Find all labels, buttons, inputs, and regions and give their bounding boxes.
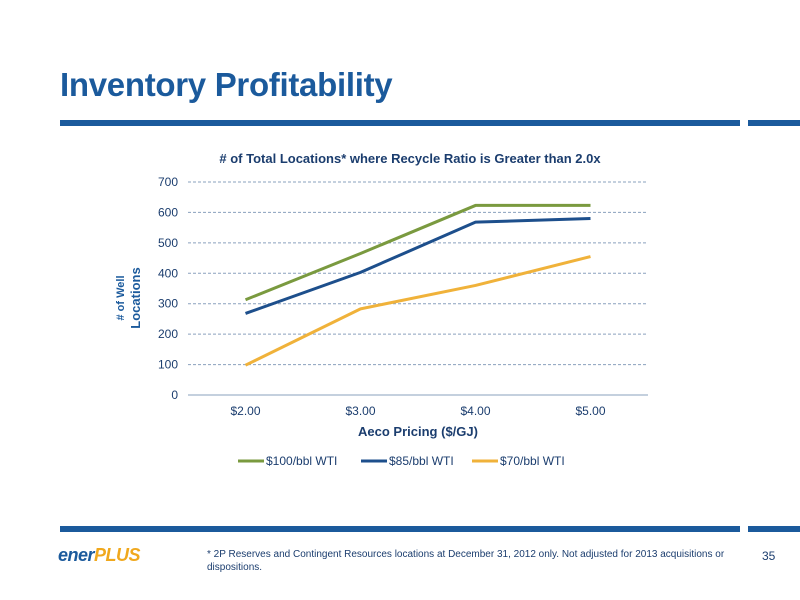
footer-rule-end: [748, 526, 800, 532]
page-number: 35: [762, 549, 776, 563]
legend-label: $85/bbl WTI: [389, 454, 454, 468]
y-tick-label: 600: [158, 205, 178, 219]
enerplus-logo: enerPLUS: [58, 545, 141, 566]
y-tick-label: 0: [171, 388, 178, 402]
y-tick-label: 100: [158, 358, 178, 372]
y-tick-label: 300: [158, 297, 178, 311]
x-tick-label: $2.00: [230, 404, 260, 418]
series-line: [244, 203, 591, 302]
x-tick-label: $5.00: [575, 404, 605, 418]
logo-text-ener: ener: [58, 545, 95, 565]
line-chart: 0 100 200 300 400 500 600 700 $2.00 $3.00 $4.00 $5.…: [115, 175, 648, 468]
y-axis-title-line1: # of Well: [115, 275, 127, 320]
title-rule: [60, 120, 740, 126]
logo-text-plus: PLUS: [94, 545, 141, 565]
chart-title: # of Total Locations* where Recycle Rati…: [219, 151, 601, 166]
footer-rule: [60, 526, 740, 532]
page-title: Inventory Profitability: [60, 66, 393, 103]
legend-label: $70/bbl WTI: [500, 454, 565, 468]
x-axis-title: Aeco Pricing ($/GJ): [358, 424, 478, 439]
x-tick-label: $3.00: [345, 404, 375, 418]
series-line: [244, 217, 591, 315]
y-tick-label: 700: [158, 175, 178, 189]
x-tick-label: $4.00: [460, 404, 490, 418]
y-axis-title-line2: Locations: [128, 267, 143, 328]
y-tick-label: 400: [158, 266, 178, 280]
footnote: * 2P Reserves and Contingent Resources l…: [207, 549, 725, 573]
legend-label: $100/bbl WTI: [266, 454, 337, 468]
y-tick-label: 200: [158, 327, 178, 341]
y-tick-label: 500: [158, 236, 178, 250]
series-line: [244, 255, 591, 367]
title-rule-end: [748, 120, 800, 126]
